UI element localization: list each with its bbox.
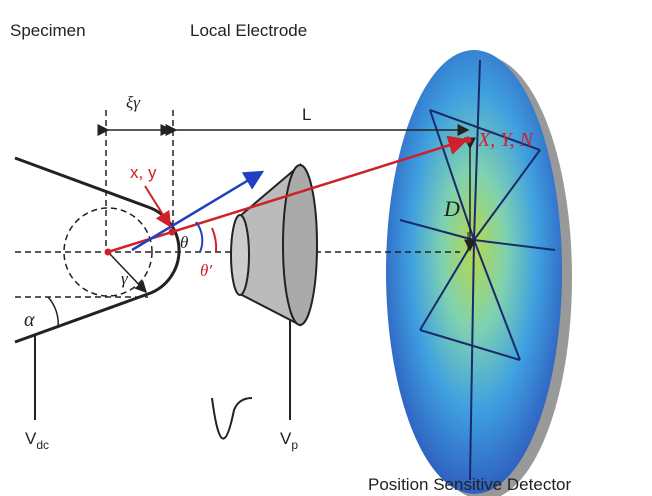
specimen-label: Specimen xyxy=(10,21,86,40)
origin xyxy=(105,249,112,256)
specimen xyxy=(15,158,179,342)
xyn-label: X, Y, N xyxy=(477,129,535,151)
hit xyxy=(465,137,472,144)
d-label: D xyxy=(443,196,460,221)
alpha-arc xyxy=(48,297,58,328)
vp-label: Vp xyxy=(280,429,298,452)
theta-arc xyxy=(196,222,202,252)
electrode-label: Local Electrode xyxy=(190,21,307,40)
vdc-label: Vdc xyxy=(25,429,49,452)
xy-label: x, y xyxy=(130,163,157,182)
electrode-front xyxy=(231,215,249,295)
detector-label: Position Sensitive Detector xyxy=(368,475,571,494)
l-label: L xyxy=(302,105,311,124)
theta-label: θ xyxy=(180,233,188,252)
xi-gamma-label: ξγ xyxy=(126,93,141,112)
emission xyxy=(169,229,176,236)
theta-prime-arc xyxy=(212,228,216,252)
diagram: Specimen Local Electrode ξγ L x, y X, Y,… xyxy=(0,0,652,496)
theta-prime-label: θ′ xyxy=(200,261,212,280)
pulse xyxy=(212,398,252,439)
alpha-label: α xyxy=(24,309,35,331)
